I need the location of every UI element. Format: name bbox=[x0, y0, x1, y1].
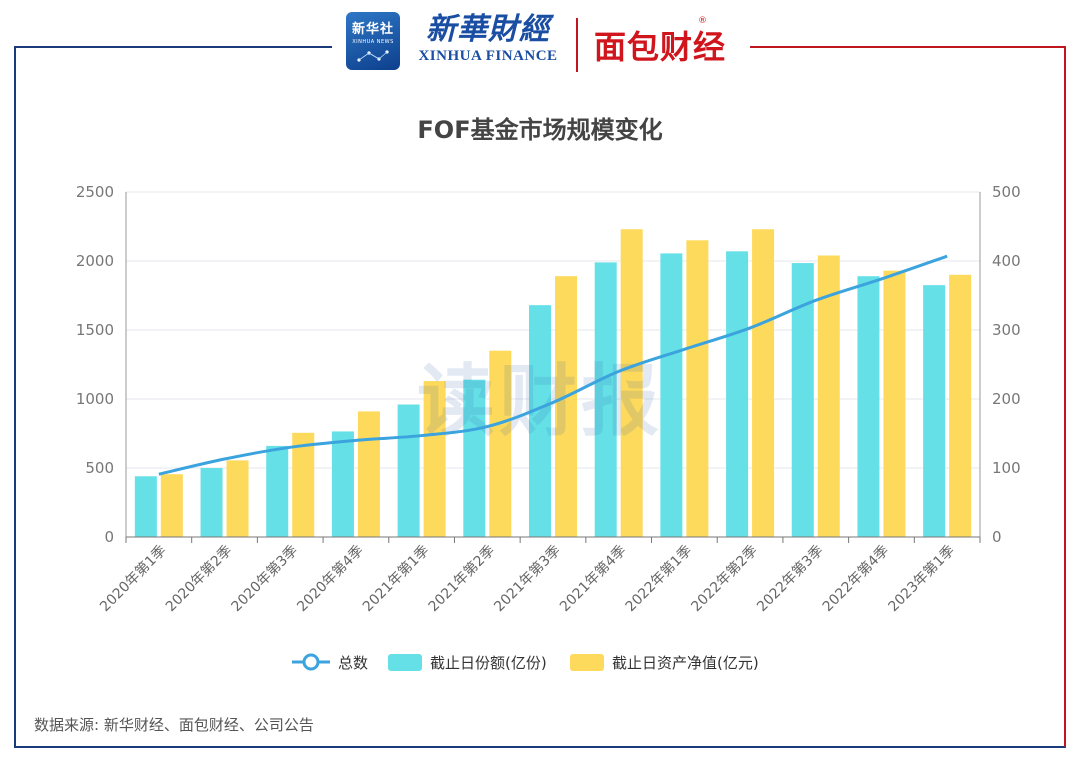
left-axis-tick-label: 2500 bbox=[76, 183, 114, 201]
legend-item-total: 总数 bbox=[292, 653, 368, 672]
legend-item-shares: 截止日份额(亿份) bbox=[388, 654, 547, 672]
bar-shares bbox=[331, 431, 354, 537]
bar-net-assets bbox=[752, 229, 775, 537]
right-axis-tick-label: 500 bbox=[992, 183, 1021, 201]
bars-group bbox=[134, 229, 972, 538]
legend-swatch bbox=[388, 654, 422, 671]
bar-shares bbox=[529, 305, 551, 537]
left-axis-tick-label: 1500 bbox=[76, 321, 114, 339]
mianbao-logo-text: 面包财经 bbox=[594, 28, 727, 66]
bar-shares bbox=[594, 262, 617, 537]
bar-shares bbox=[463, 379, 486, 537]
xinhua-news-logo: 新华社 XINHUA NEWS bbox=[346, 12, 400, 70]
x-axis-tick-label: 2021年第4季 bbox=[556, 542, 629, 615]
x-axis-tick-label: 2022年第4季 bbox=[819, 542, 892, 615]
left-axis-tick-label: 2000 bbox=[76, 252, 114, 270]
right-axis-tick-label: 400 bbox=[992, 252, 1021, 270]
logo-divider bbox=[576, 18, 578, 72]
mianbao-finance-logo: 面包财经 ® bbox=[594, 16, 744, 68]
bar-shares bbox=[134, 476, 157, 537]
bar-net-assets bbox=[686, 240, 709, 538]
x-axis-tick-label: 2021年第3季 bbox=[491, 542, 564, 615]
bar-net-assets bbox=[489, 350, 512, 537]
network-globe-icon bbox=[357, 50, 389, 62]
bar-shares bbox=[200, 468, 223, 537]
bar-net-assets bbox=[883, 270, 906, 537]
x-axis-tick-label: 2020年第3季 bbox=[228, 542, 301, 615]
right-axis-tick-label: 200 bbox=[992, 390, 1021, 408]
bar-net-assets bbox=[423, 381, 446, 537]
bar-shares bbox=[923, 285, 946, 537]
x-axis-tick-label: 2020年第4季 bbox=[294, 542, 367, 615]
legend-swatch bbox=[570, 654, 604, 671]
x-axis-tick-label: 2020年第2季 bbox=[162, 542, 235, 615]
xinhua-finance-cn: 新華財經 bbox=[426, 12, 550, 47]
frame-bottom-border bbox=[330, 746, 752, 748]
bar-shares bbox=[857, 276, 880, 537]
bar-shares bbox=[726, 251, 749, 537]
xinhua-badge-en: XINHUA NEWS bbox=[352, 39, 394, 45]
frame-left-border bbox=[14, 46, 332, 748]
xinhua-finance-en: XINHUA FINANCE bbox=[418, 48, 558, 64]
xinhua-finance-logo: 新華財經 XINHUA FINANCE bbox=[418, 12, 558, 65]
x-axis-tick-label: 2022年第2季 bbox=[688, 542, 761, 615]
x-axis-tick-label: 2020年第1季 bbox=[96, 542, 169, 615]
registered-mark: ® bbox=[698, 16, 707, 26]
bar-net-assets bbox=[620, 229, 643, 537]
bar-net-assets bbox=[160, 474, 183, 537]
legend-circle-marker bbox=[302, 653, 320, 671]
bar-net-assets bbox=[292, 432, 315, 537]
x-axis-tick-label: 2022年第3季 bbox=[753, 542, 826, 615]
right-axis-tick-label: 300 bbox=[992, 321, 1021, 339]
line-total bbox=[158, 254, 948, 476]
header-logos: 新华社 XINHUA NEWS 新華財經 XINHUA FINANCE 面包财经… bbox=[340, 10, 744, 76]
line-group bbox=[158, 254, 948, 476]
x-axis-tick-label: 2021年第1季 bbox=[359, 542, 432, 615]
legend: 总数 截止日份额(亿份) 截止日资产净值(亿元) bbox=[292, 653, 759, 672]
legend-item-net-assets: 截止日资产净值(亿元) bbox=[570, 654, 759, 672]
bar-net-assets bbox=[949, 274, 972, 537]
legend-label: 总数 bbox=[338, 654, 368, 672]
legend-label: 截止日份额(亿份) bbox=[430, 654, 547, 672]
data-source-note: 数据来源: 新华财经、面包财经、公司公告 bbox=[34, 716, 314, 734]
left-axis-tick-label: 0 bbox=[104, 528, 114, 546]
bar-net-assets bbox=[226, 460, 249, 537]
x-axis-tick-label: 2023年第1季 bbox=[885, 542, 958, 615]
bar-net-assets bbox=[357, 411, 380, 537]
bar-shares bbox=[791, 263, 814, 537]
bar-net-assets bbox=[555, 276, 577, 537]
chart-title: FOF基金市场规模变化 bbox=[417, 116, 662, 144]
bar-net-assets bbox=[817, 255, 840, 538]
left-axis-tick-label: 1000 bbox=[76, 390, 114, 408]
bar-shares bbox=[266, 445, 289, 537]
x-axis-tick-label: 2021年第2季 bbox=[425, 542, 498, 615]
left-axis-tick-label: 500 bbox=[85, 459, 114, 477]
frame-right-border bbox=[750, 46, 1066, 748]
xinhua-badge-cn: 新华社 bbox=[351, 22, 394, 37]
legend-label: 截止日资产净值(亿元) bbox=[612, 654, 759, 672]
x-axis-tick-label: 2022年第1季 bbox=[622, 542, 695, 615]
right-axis-tick-label: 0 bbox=[992, 528, 1002, 546]
right-axis-tick-label: 100 bbox=[992, 459, 1021, 477]
bar-shares bbox=[660, 253, 683, 537]
